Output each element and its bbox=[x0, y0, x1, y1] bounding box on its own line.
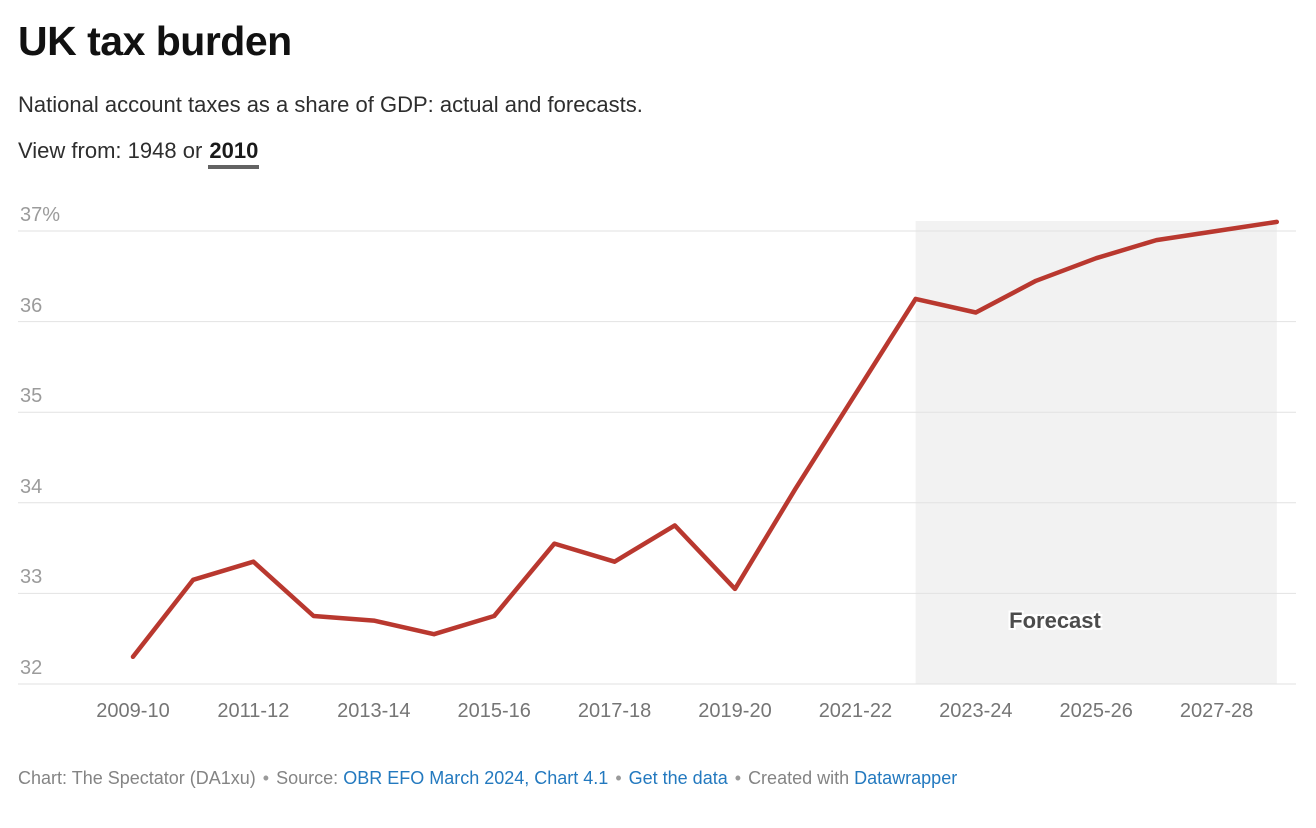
chart-footer: Chart: The Spectator (DA1xu) • Source: O… bbox=[18, 768, 1298, 789]
page-title: UK tax burden bbox=[18, 18, 292, 64]
x-axis-tick-label: 2023-24 bbox=[939, 700, 1013, 722]
chart-description: National account taxes as a share of GDP… bbox=[18, 92, 643, 117]
y-axis-tick-label: 35 bbox=[20, 385, 43, 408]
x-axis-tick-label: 2013-14 bbox=[337, 700, 411, 722]
footer-separator: • bbox=[615, 768, 622, 788]
x-axis-tick-label: 2021-22 bbox=[818, 700, 893, 722]
source-link[interactable]: OBR EFO March 2024, Chart 4.1 bbox=[343, 768, 609, 788]
forecast-region-label: Forecast bbox=[1009, 608, 1101, 633]
view-option-1948[interactable]: 1948 bbox=[127, 138, 177, 163]
footer-separator: • bbox=[734, 768, 742, 788]
x-axis-tick-label: 2019-20 bbox=[698, 700, 772, 722]
x-axis-tick-label: 2017-18 bbox=[577, 700, 652, 722]
x-axis-tick-label: 2011-12 bbox=[217, 700, 290, 722]
view-from-or: or bbox=[182, 138, 203, 163]
chart-credit: Chart: The Spectator (DA1xu) bbox=[18, 768, 256, 788]
get-the-data-link[interactable]: Get the data bbox=[628, 768, 728, 788]
x-axis-tick-label: 2025-26 bbox=[1059, 700, 1133, 722]
datawrapper-link[interactable]: Datawrapper bbox=[854, 768, 958, 788]
y-axis-tick-label: 36 bbox=[20, 294, 43, 317]
x-axis-tick-label: 2009-10 bbox=[96, 700, 170, 722]
view-from-toggle: View from: 1948 or 2010 bbox=[18, 138, 260, 169]
y-axis-tick-label: 33 bbox=[20, 566, 43, 589]
x-axis-tick-label: 2027-28 bbox=[1179, 700, 1254, 722]
y-axis-tick-label: 34 bbox=[20, 475, 43, 498]
view-from-label: View from: bbox=[18, 138, 122, 163]
created-with-label: Created with bbox=[748, 768, 850, 788]
y-axis-tick-label: 37% bbox=[20, 204, 61, 226]
chart-svg bbox=[18, 219, 1296, 685]
y-axis-tick-label: 32 bbox=[20, 657, 43, 679]
line-chart: 37% 36 35 34 33 32 2009-10 2011-12 2013-14 2015-… bbox=[0, 195, 1316, 740]
footer-separator: • bbox=[262, 768, 270, 788]
x-axis-tick-label: 2015-16 bbox=[457, 700, 531, 722]
view-option-2010[interactable]: 2010 bbox=[208, 138, 260, 169]
source-label: Source: bbox=[276, 768, 339, 788]
forecast-band bbox=[915, 221, 1277, 684]
tax-burden-line bbox=[130, 219, 1280, 660]
